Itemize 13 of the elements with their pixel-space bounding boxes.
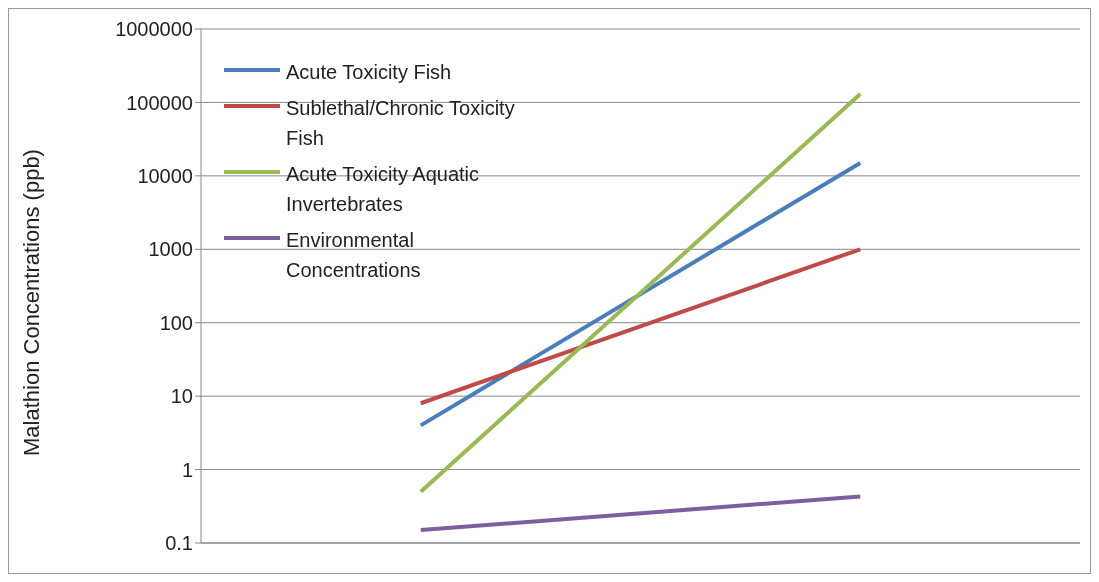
y-tick-label: 1000000 [115, 18, 193, 41]
legend-label: Sublethal/Chronic Toxicity Fish [286, 96, 516, 151]
y-tick-label: 100000 [126, 91, 193, 114]
y-tick-label: 1000 [148, 238, 193, 261]
legend-label: Environmental Concentrations [286, 228, 422, 283]
y-tick-label: 1 [181, 458, 193, 481]
legend-label: Acute Toxicity Fish [286, 60, 452, 85]
y-tick-label: 0.1 [165, 532, 193, 555]
y-tick-label: 10 [170, 385, 193, 408]
y-axis-title: Malathion Concentrations (ppb) [18, 149, 44, 456]
y-tick-label: 10000 [137, 164, 193, 187]
y-tick-label: 100 [159, 311, 193, 334]
legend-label: Acute Toxicity Aquatic Invertebrates [286, 162, 481, 217]
